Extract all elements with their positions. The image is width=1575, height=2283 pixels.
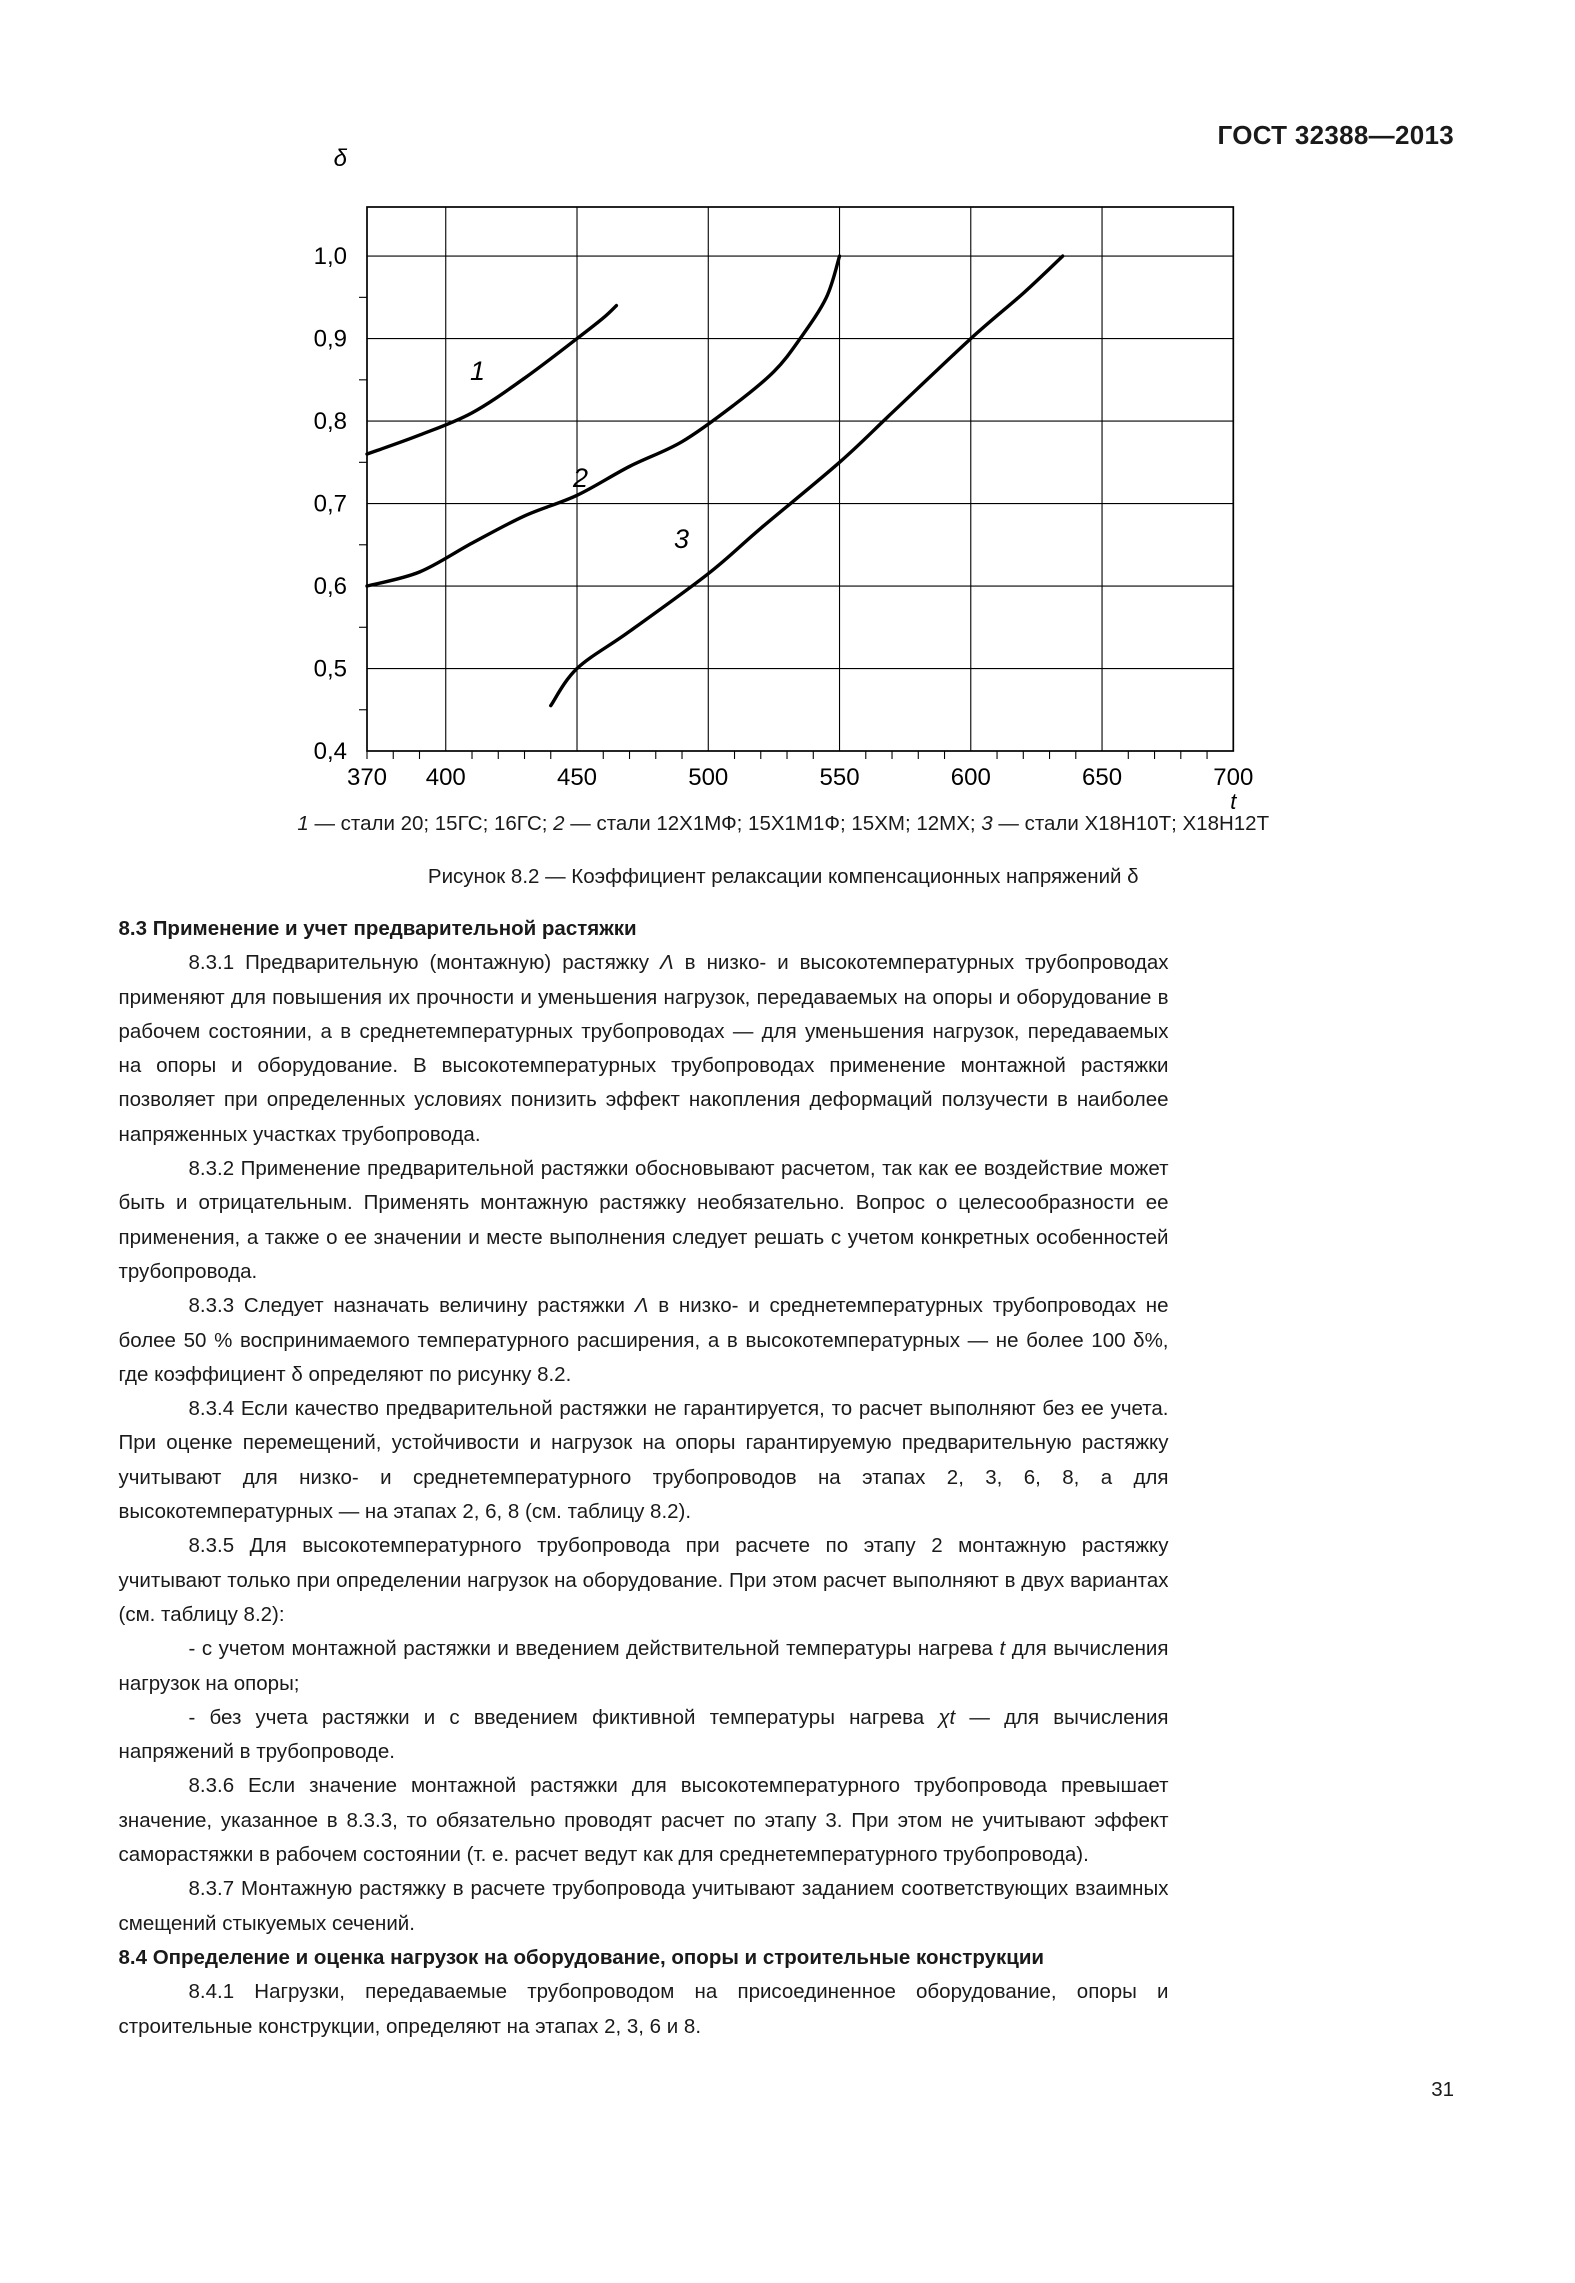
svg-text:3: 3: [674, 524, 689, 554]
svg-text:650: 650: [1082, 764, 1122, 791]
svg-text:δ: δ: [334, 147, 348, 172]
svg-text:1,0: 1,0: [314, 243, 347, 270]
svg-text:370: 370: [347, 764, 387, 791]
svg-text:2: 2: [572, 463, 588, 493]
svg-text:0,8: 0,8: [314, 408, 347, 435]
svg-text:t: t: [1230, 789, 1237, 814]
svg-text:450: 450: [557, 764, 597, 791]
svg-text:0,7: 0,7: [314, 491, 347, 518]
svg-text:550: 550: [820, 764, 860, 791]
svg-text:0,6: 0,6: [314, 573, 347, 600]
svg-text:0,9: 0,9: [314, 326, 347, 353]
svg-text:500: 500: [688, 764, 728, 791]
svg-text:700: 700: [1213, 764, 1253, 791]
svg-text:400: 400: [426, 764, 466, 791]
svg-text:0,4: 0,4: [314, 738, 347, 765]
svg-text:0,5: 0,5: [314, 656, 347, 683]
svg-text:1: 1: [470, 356, 485, 386]
svg-text:600: 600: [951, 764, 991, 791]
